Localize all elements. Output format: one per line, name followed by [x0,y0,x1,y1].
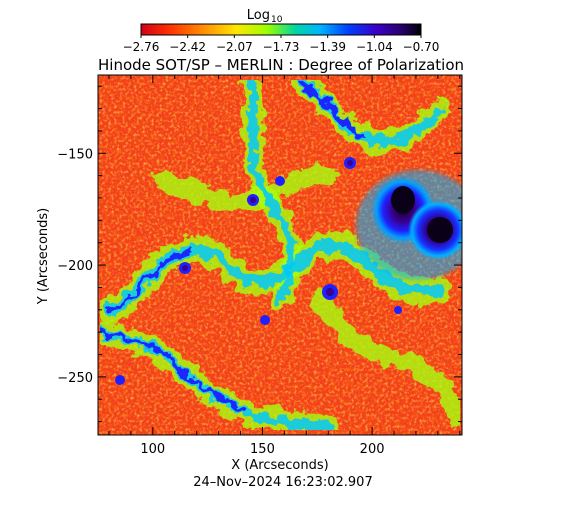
y-tick-label: −150 [57,147,93,162]
colorbar-tick-label: −2.07 [216,40,253,54]
colorbar-label: Log [247,8,270,23]
x-tick-label: 100 [140,442,165,457]
x-axis-label: X (Arcseconds) [231,458,328,473]
colorbar-tick-label: −1.73 [263,40,300,54]
colorbar-label-subscript: 10 [271,15,283,25]
y-axis: −150 −200 −250 [57,85,462,423]
y-tick-label: −200 [57,259,93,274]
y-tick-label: −250 [57,371,93,386]
colorbar-gradient [140,23,422,36]
timestamp: 24–Nov–2024 16:23:02.907 [193,475,372,490]
x-tick-label: 200 [360,442,385,457]
y-axis-label: Y (Arcseconds) [36,208,51,305]
colorbar-tick-label: −1.39 [309,40,346,54]
colorbar-tick-label: −2.42 [169,40,206,54]
colorbar-tick-label: −0.70 [403,40,440,54]
network-lanes [98,75,462,435]
sunspot-region [356,170,462,280]
colorbar-tick-label: −2.76 [123,40,160,54]
colorbar-ticks: −2.76 −2.42 −2.07 −1.73 −1.39 −1.04 −0.70 [123,35,440,54]
plot-title: Hinode SOT/SP – MERLIN : Degree of Polar… [98,56,464,74]
pores [115,157,402,385]
colorbar: Log 10 −2.76 −2.42 −2.07 −1.73 −1.39 −1.04 −0.… [123,8,440,54]
plot-frame [97,74,463,436]
colorbar-tick-label: −1.04 [356,40,393,54]
x-tick-label: 150 [250,442,275,457]
polarization-map [98,75,462,435]
x-axis: 100 150 200 [108,75,461,457]
